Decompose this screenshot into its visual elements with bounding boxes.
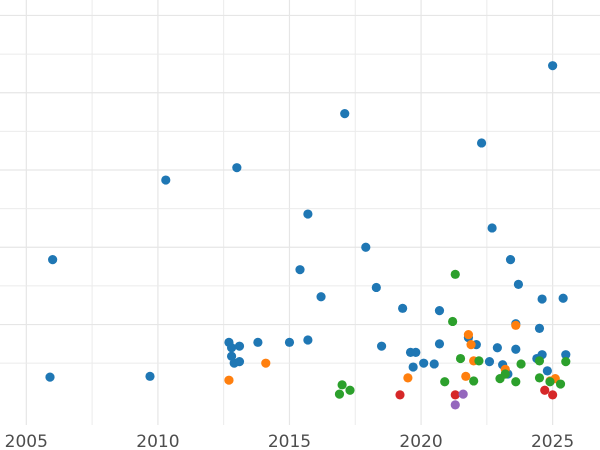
data-point-series-3 bbox=[511, 377, 521, 387]
x-axis-ticks: 2005 2010 2015 2020 2025 bbox=[5, 432, 575, 450]
data-point-series-3 bbox=[534, 356, 545, 366]
x-tick-label: 2010 bbox=[136, 432, 179, 450]
data-point-series-1 bbox=[429, 359, 439, 369]
data-point-series-1 bbox=[561, 350, 571, 360]
data-point-series-1 bbox=[484, 357, 495, 367]
data-point-series-4 bbox=[395, 390, 405, 400]
x-tick-label: 2025 bbox=[531, 432, 574, 450]
data-point-series-1 bbox=[398, 303, 408, 313]
data-point-series-4 bbox=[450, 390, 460, 400]
data-point-series-1 bbox=[295, 265, 305, 275]
data-point-series-1 bbox=[234, 357, 245, 367]
data-point-series-1 bbox=[492, 343, 502, 353]
data-point-series-4 bbox=[540, 385, 550, 395]
data-point-series-1 bbox=[542, 366, 552, 376]
data-point-series-1 bbox=[303, 335, 313, 345]
data-point-series-4 bbox=[548, 390, 558, 400]
grid bbox=[0, 0, 600, 425]
data-point-series-1 bbox=[513, 279, 524, 289]
data-point-series-1 bbox=[48, 255, 58, 265]
data-point-series-3 bbox=[516, 359, 526, 369]
data-point-series-3 bbox=[534, 373, 545, 383]
data-point-series-1 bbox=[145, 371, 155, 381]
data-point-series-2 bbox=[403, 373, 413, 383]
data-point-series-1 bbox=[505, 255, 516, 265]
data-point-series-1 bbox=[303, 209, 313, 219]
data-point-series-5 bbox=[458, 389, 468, 399]
data-point-series-3 bbox=[500, 369, 510, 379]
data-point-series-1 bbox=[234, 341, 245, 351]
data-point-series-2 bbox=[224, 375, 234, 385]
data-point-series-1 bbox=[408, 362, 418, 372]
data-point-series-1 bbox=[548, 61, 558, 71]
data-point-series-1 bbox=[434, 339, 445, 349]
data-point-series-1 bbox=[511, 344, 521, 354]
data-point-series-2 bbox=[466, 340, 476, 350]
data-points bbox=[45, 61, 571, 410]
x-tick-label: 2005 bbox=[5, 432, 48, 450]
x-tick-label: 2015 bbox=[268, 432, 311, 450]
data-point-series-3 bbox=[448, 316, 458, 327]
data-point-series-3 bbox=[474, 356, 484, 366]
data-point-series-2 bbox=[511, 320, 521, 330]
data-point-series-1 bbox=[558, 293, 568, 303]
data-point-series-1 bbox=[232, 163, 242, 173]
data-point-series-1 bbox=[411, 347, 421, 357]
data-point-series-1 bbox=[419, 358, 429, 368]
data-point-series-1 bbox=[161, 175, 171, 185]
data-point-series-3 bbox=[545, 377, 555, 387]
data-point-series-3 bbox=[555, 379, 566, 389]
data-point-series-1 bbox=[371, 282, 381, 293]
data-point-series-1 bbox=[476, 138, 487, 148]
data-point-series-1 bbox=[487, 223, 497, 233]
data-point-series-2 bbox=[461, 371, 471, 381]
data-point-series-1 bbox=[226, 343, 237, 353]
data-point-series-1 bbox=[340, 108, 350, 119]
data-point-series-3 bbox=[450, 269, 460, 279]
data-point-series-1 bbox=[361, 242, 371, 252]
data-point-series-3 bbox=[345, 385, 355, 395]
data-point-series-2 bbox=[261, 358, 271, 368]
data-point-series-1 bbox=[534, 323, 545, 334]
data-point-series-1 bbox=[537, 294, 547, 304]
x-tick-label: 2020 bbox=[399, 432, 442, 450]
data-point-series-1 bbox=[434, 306, 445, 316]
data-point-series-2 bbox=[463, 329, 474, 340]
data-point-series-1 bbox=[226, 351, 237, 361]
data-point-series-1 bbox=[376, 341, 387, 351]
data-point-series-1 bbox=[284, 337, 295, 347]
data-point-series-3 bbox=[561, 357, 571, 367]
data-point-series-3 bbox=[469, 376, 479, 386]
data-point-series-1 bbox=[253, 337, 263, 347]
data-point-series-5 bbox=[450, 400, 460, 410]
data-point-series-3 bbox=[440, 377, 450, 387]
data-point-series-3 bbox=[334, 389, 345, 399]
data-point-series-3 bbox=[337, 380, 347, 390]
data-point-series-1 bbox=[45, 372, 55, 382]
data-point-series-3 bbox=[455, 353, 466, 364]
data-point-series-1 bbox=[316, 292, 326, 302]
